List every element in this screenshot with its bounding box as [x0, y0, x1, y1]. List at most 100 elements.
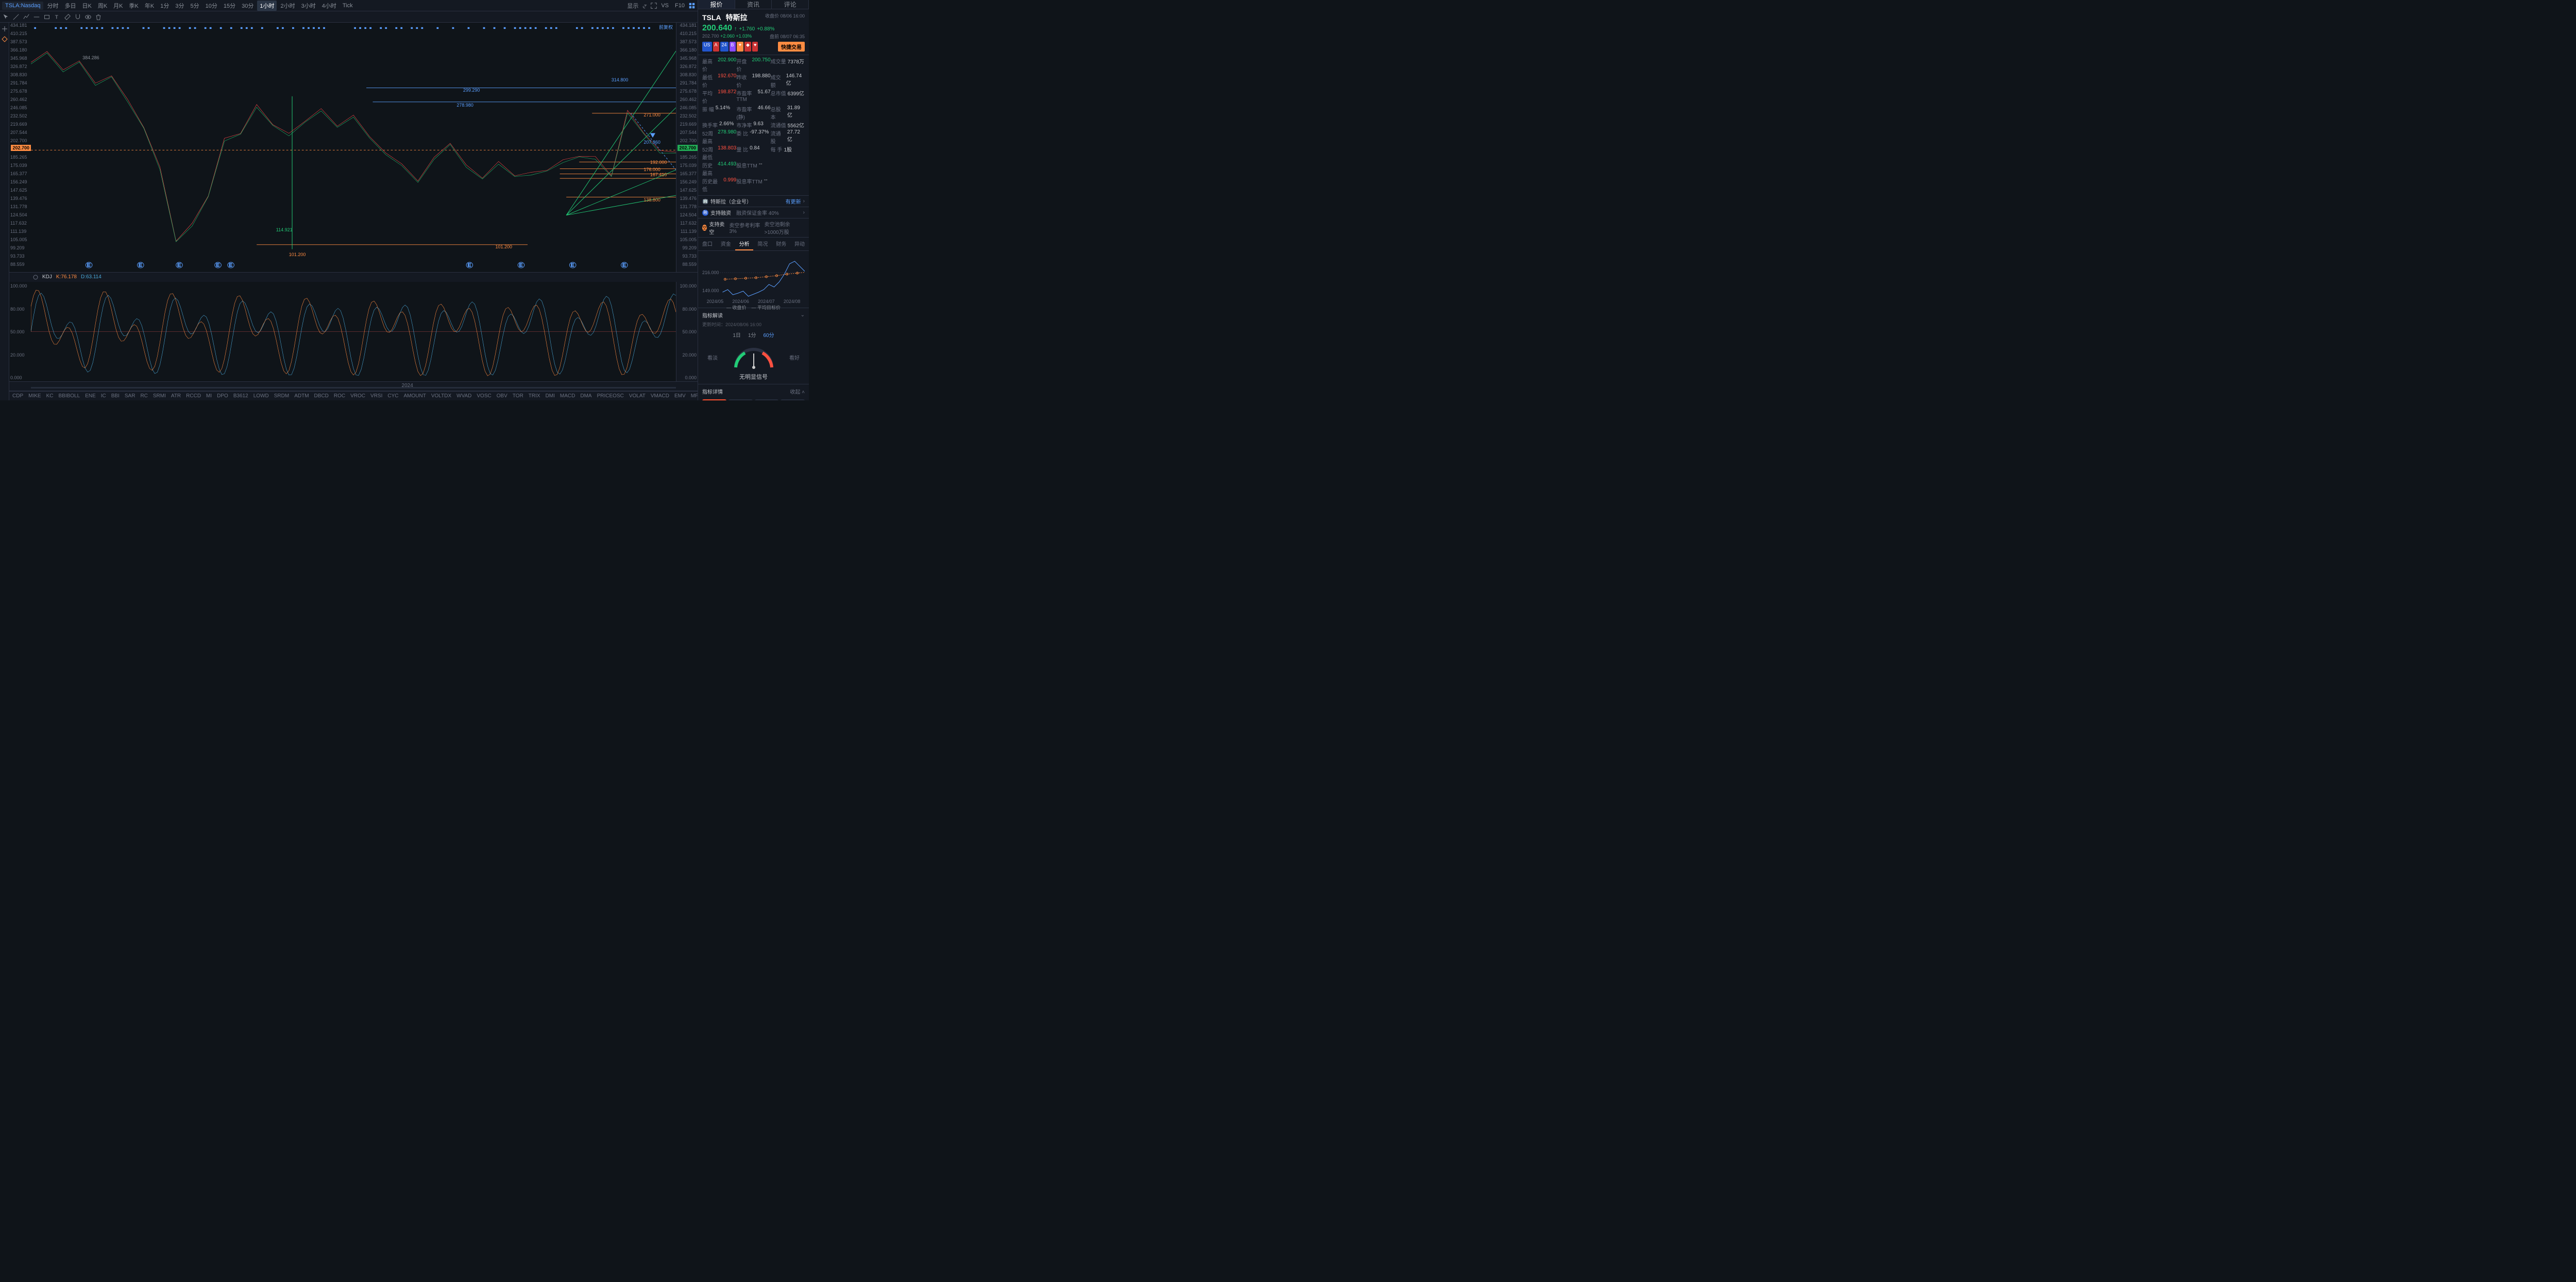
indicator-ATR[interactable]: ATR	[171, 393, 181, 399]
display-menu[interactable]: 显示	[624, 1, 641, 11]
company-more[interactable]: 有更新	[786, 197, 801, 205]
indicator-DMA[interactable]: DMA	[580, 393, 591, 399]
timeframe-Tick[interactable]: Tick	[340, 2, 355, 10]
timeframe-日K[interactable]: 日K	[79, 1, 94, 11]
ruler-icon[interactable]	[64, 13, 71, 21]
timeframe-30分[interactable]: 30分	[239, 1, 256, 11]
interp-tf-1分[interactable]: 1分	[746, 330, 758, 340]
kdj-chart[interactable]: 100.00080.00050.00020.0000.000 100.00080…	[9, 282, 698, 382]
indicator-OBV[interactable]: OBV	[497, 393, 507, 399]
detail-ind-MACD[interactable]: MACD	[781, 399, 805, 400]
indicator-CYC[interactable]: CYC	[387, 393, 398, 399]
timeframe-周K[interactable]: 周K	[95, 1, 110, 11]
indicator-VRSI[interactable]: VRSI	[370, 393, 382, 399]
trend-icon[interactable]	[23, 13, 30, 21]
line-icon[interactable]	[12, 13, 20, 21]
indicator-DPO[interactable]: DPO	[217, 393, 228, 399]
text-icon[interactable]: T	[54, 13, 61, 21]
indicator-SRDM[interactable]: SRDM	[274, 393, 289, 399]
plus-icon[interactable]	[2, 26, 8, 32]
indicator-KC[interactable]: KC	[46, 393, 54, 399]
timeframe-分时[interactable]: 分时	[44, 1, 61, 11]
indicator-MACD[interactable]: MACD	[560, 393, 575, 399]
subtab-异动[interactable]: 异动	[790, 238, 809, 250]
right-tab-报价[interactable]: 报价	[698, 0, 735, 9]
hline-icon[interactable]	[33, 13, 40, 21]
interp-tf-1日[interactable]: 1日	[731, 330, 743, 340]
subtab-分析[interactable]: 分析	[735, 238, 754, 250]
indicator-WVAD[interactable]: WVAD	[456, 393, 471, 399]
diamond-icon[interactable]	[2, 36, 8, 42]
timeframe-多日[interactable]: 多日	[62, 1, 78, 11]
cursor-icon[interactable]	[2, 13, 9, 21]
detail-ind-KDJ[interactable]: KDJ	[702, 399, 726, 400]
indicator-RC[interactable]: RC	[140, 393, 147, 399]
interp-expand-icon[interactable]: ⌄	[801, 312, 805, 318]
indicator-DMI[interactable]: DMI	[546, 393, 555, 399]
rect-icon[interactable]	[43, 13, 50, 21]
indicator-AMOUNT[interactable]: AMOUNT	[404, 393, 426, 399]
quick-trade-button[interactable]: 快捷交易	[778, 42, 805, 52]
timeframe-1分[interactable]: 1分	[158, 1, 172, 11]
eye-icon[interactable]	[84, 13, 92, 21]
grid-icon[interactable]	[688, 2, 696, 9]
indicator-SRMI[interactable]: SRMI	[153, 393, 166, 399]
timeframe-3分[interactable]: 3分	[173, 1, 187, 11]
timeframe-5分[interactable]: 5分	[188, 1, 201, 11]
timeframe-10分[interactable]: 10分	[203, 1, 220, 11]
indicator-MFI[interactable]: MFI	[691, 393, 698, 399]
margin-row[interactable]: 融 支持融资 融资保证金率 40% ›	[698, 207, 809, 218]
indicator-MI[interactable]: MI	[206, 393, 212, 399]
vs-button[interactable]: VS	[658, 2, 671, 10]
timeframe-1小时[interactable]: 1小时	[257, 1, 277, 11]
indicator-MIKE[interactable]: MIKE	[28, 393, 41, 399]
subtab-盘口[interactable]: 盘口	[698, 238, 717, 250]
indicator-B3612[interactable]: B3612	[233, 393, 248, 399]
indicator-BBI[interactable]: BBI	[111, 393, 120, 399]
time-axis[interactable]: 2024	[9, 382, 698, 391]
detail-ind-CCI[interactable]: CCI	[755, 399, 779, 400]
magnet-icon[interactable]	[74, 13, 81, 21]
timeframe-月K[interactable]: 月K	[111, 1, 125, 11]
trash-icon[interactable]	[95, 13, 102, 21]
f10-button[interactable]: F10	[672, 2, 687, 10]
detail-ind-RSI(12)[interactable]: RSI(12)	[728, 399, 753, 400]
indicator-ENE[interactable]: ENE	[85, 393, 96, 399]
indicator-SAR[interactable]: SAR	[125, 393, 135, 399]
target-price-chart[interactable]: 216.000 149.000 2024/052024/062024/07202…	[702, 256, 805, 302]
timeframe-4小时[interactable]: 4小时	[319, 1, 339, 11]
indicator-CDP[interactable]: CDP	[12, 393, 23, 399]
indicator-DBCD[interactable]: DBCD	[314, 393, 329, 399]
indicator-LOWD[interactable]: LOWD	[253, 393, 269, 399]
indicator-VROC[interactable]: VROC	[350, 393, 365, 399]
ticker-symbol[interactable]: TSLA:Nasdaq	[2, 2, 43, 10]
right-tab-评论[interactable]: 评论	[772, 0, 809, 9]
indicator-VOSC[interactable]: VOSC	[477, 393, 491, 399]
indicator-PRICEOSC[interactable]: PRICEOSC	[597, 393, 624, 399]
indicator-VOLAT[interactable]: VOLAT	[629, 393, 646, 399]
subtab-资金[interactable]: 资金	[717, 238, 735, 250]
link-icon[interactable]	[642, 2, 649, 9]
collapse-button[interactable]: 收起 ˄	[790, 387, 805, 395]
timeframe-年K[interactable]: 年K	[142, 1, 157, 11]
short-row[interactable]: 空 支持卖空 卖空参考利率 3% 卖空池剩余 >1000万股	[698, 218, 809, 238]
timeframe-3小时[interactable]: 3小时	[299, 1, 318, 11]
indicator-IC[interactable]: IC	[101, 393, 106, 399]
timeframe-2小时[interactable]: 2小时	[278, 1, 297, 11]
main-price-chart[interactable]: 434.181410.215387.573366.180345.968326.8…	[9, 23, 698, 273]
company-row[interactable]: 🏢 特斯拉（企业号） 有更新 ›	[698, 196, 809, 207]
subtab-简况[interactable]: 简况	[753, 238, 772, 250]
indicator-BBIBOLL[interactable]: BBIBOLL	[58, 393, 80, 399]
fullscreen-icon[interactable]	[650, 2, 657, 9]
indicator-RCCD[interactable]: RCCD	[186, 393, 201, 399]
indicator-ADTM[interactable]: ADTM	[294, 393, 309, 399]
right-tab-资讯[interactable]: 资讯	[735, 0, 772, 9]
interp-tf-60分[interactable]: 60分	[761, 330, 776, 340]
indicator-VOLTDX[interactable]: VOLTDX	[431, 393, 451, 399]
indicator-VMACD[interactable]: VMACD	[651, 393, 669, 399]
indicator-TRIX[interactable]: TRIX	[529, 393, 540, 399]
indicator-ROC[interactable]: ROC	[334, 393, 345, 399]
indicator-EMV[interactable]: EMV	[674, 393, 686, 399]
timeframe-季K[interactable]: 季K	[127, 1, 141, 11]
subtab-财务[interactable]: 财务	[772, 238, 790, 250]
